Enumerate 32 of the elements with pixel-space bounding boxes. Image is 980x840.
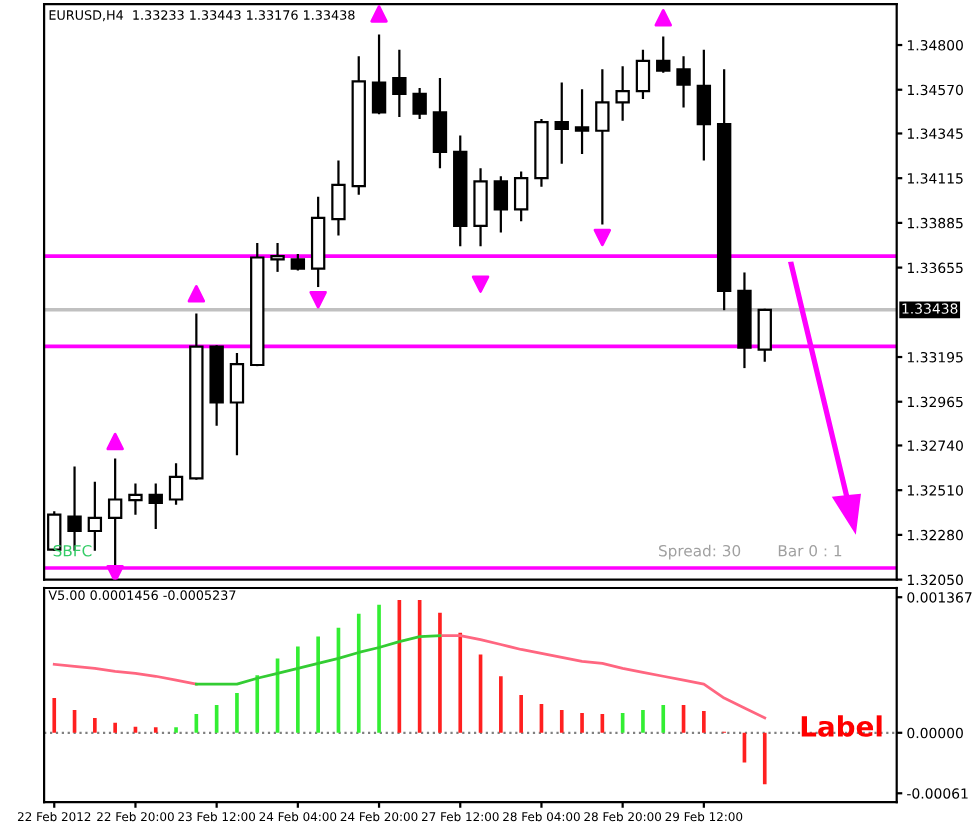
candlestick — [574, 88, 590, 155]
candlestick — [676, 55, 691, 109]
point — [106, 565, 124, 580]
point — [106, 432, 124, 451]
candlestick — [595, 68, 610, 226]
candlestick — [371, 33, 387, 116]
candlestick — [270, 241, 285, 273]
candlestick — [168, 462, 184, 506]
candlestick — [229, 351, 245, 457]
candlestick — [412, 86, 427, 120]
annotation: Label — [801, 715, 882, 737]
candlestick — [635, 48, 651, 101]
candlestick — [513, 170, 529, 223]
candlestick — [331, 159, 346, 237]
point — [370, 5, 388, 23]
candlestick — [757, 307, 772, 363]
line-series — [194, 634, 442, 686]
candlestick — [128, 482, 143, 516]
point — [593, 228, 612, 247]
candlestick — [615, 65, 630, 122]
candlestick — [392, 48, 407, 119]
candlestick — [493, 175, 509, 234]
candlestick — [696, 48, 712, 162]
point — [309, 290, 327, 309]
candlestick — [656, 35, 671, 74]
candlestick — [473, 167, 488, 248]
point — [471, 275, 490, 293]
candlestick — [432, 76, 448, 170]
candlestick — [554, 81, 569, 165]
candlestick — [148, 482, 163, 531]
point — [654, 9, 672, 27]
point — [187, 285, 206, 303]
